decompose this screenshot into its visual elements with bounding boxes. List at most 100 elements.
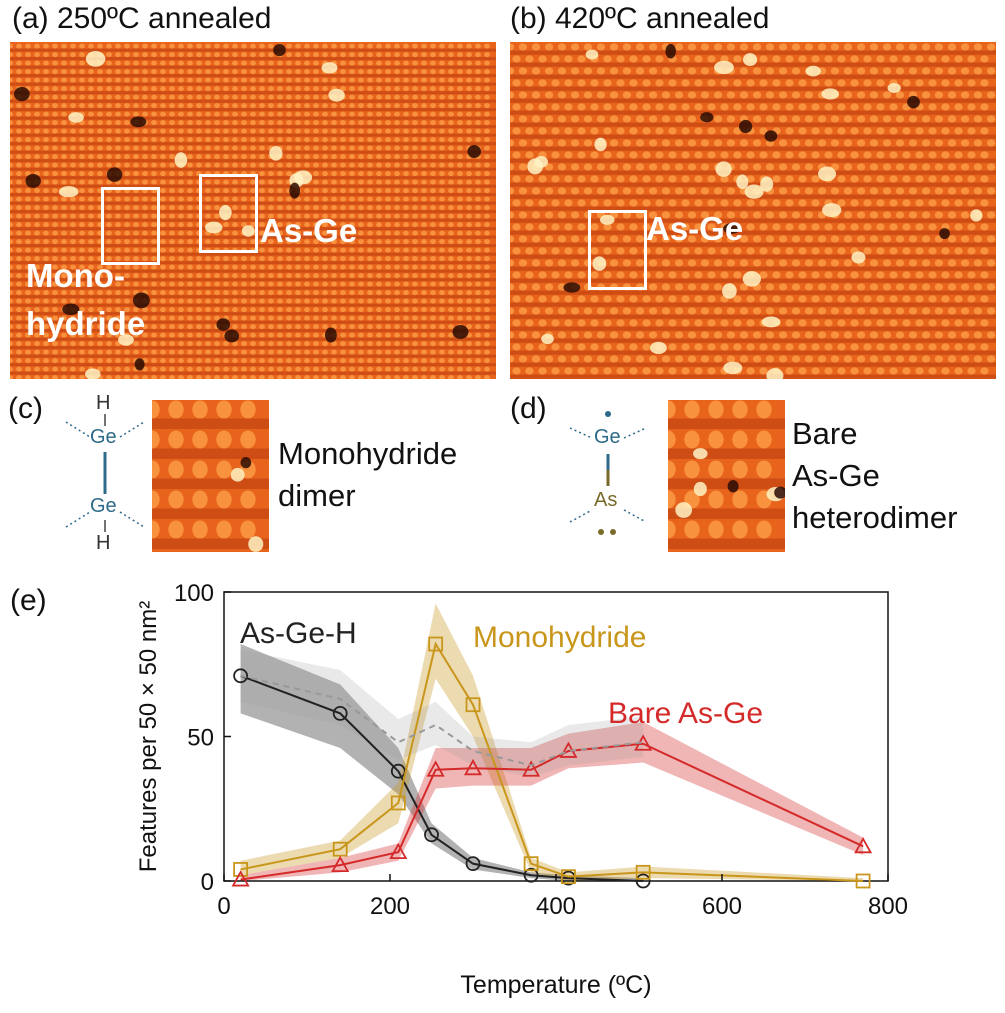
stm-atom	[349, 111, 355, 117]
stm-atom	[169, 94, 175, 100]
stm-atom	[124, 43, 130, 49]
stm-atom	[421, 222, 427, 228]
stm-atom	[889, 271, 898, 279]
stm-atom	[115, 196, 121, 202]
stm-atom	[772, 79, 781, 87]
stm-atom	[178, 179, 184, 185]
stm-atom	[876, 295, 885, 303]
stm-atom	[648, 283, 658, 291]
stm-atom	[151, 128, 157, 134]
stm-atom	[151, 358, 157, 364]
stm-bright-feature	[294, 170, 313, 185]
stm-atom	[196, 324, 202, 330]
y-tick-label: 50	[187, 725, 214, 752]
stm-atom	[178, 230, 184, 236]
stm-atom	[837, 319, 846, 327]
stm-atom	[133, 60, 139, 66]
stm-atom	[430, 205, 436, 211]
stm-atom	[168, 490, 184, 509]
stm-atom	[570, 211, 580, 219]
stm-atom	[223, 137, 229, 143]
stm-atom	[34, 366, 40, 372]
stm-atom	[661, 67, 671, 75]
stm-atom	[142, 332, 148, 338]
stm-atom	[61, 171, 67, 177]
stm-atom	[322, 171, 328, 177]
stm-atom	[196, 94, 202, 100]
stm-atom	[250, 256, 256, 262]
stm-atom	[577, 223, 586, 231]
stm-atom	[577, 367, 586, 375]
stm-atom	[394, 43, 400, 49]
stm-atom	[439, 162, 445, 168]
stm-atom	[259, 162, 265, 168]
x-axis-label: Temperature (ºC)	[460, 971, 651, 999]
stm-atom	[531, 115, 541, 123]
stm-atom	[124, 60, 130, 66]
stm-atom	[187, 315, 193, 321]
stm-atom	[214, 281, 220, 287]
stm-row-trough	[10, 320, 496, 324]
stm-atom	[564, 127, 573, 135]
stm-atom	[448, 196, 454, 202]
stm-atom	[25, 358, 31, 364]
stm-atom	[960, 235, 970, 243]
stm-atom	[629, 319, 638, 327]
stm-atom	[286, 86, 292, 92]
stm-atom	[403, 239, 409, 245]
monohydride-caption-line2: dimer	[278, 478, 356, 513]
stm-atom	[250, 77, 256, 83]
stm-atom	[439, 103, 445, 109]
stm-atom	[178, 52, 184, 58]
data-point-asgeh	[635, 873, 651, 889]
stm-atom	[583, 115, 593, 123]
stm-atom	[88, 341, 94, 347]
stm-atom	[16, 222, 22, 228]
stm-atom	[713, 187, 723, 195]
stm-atom	[544, 139, 554, 147]
bond-dashed	[569, 427, 593, 439]
stm-atom	[88, 120, 94, 126]
stm-atom	[403, 52, 409, 58]
stm-atom	[980, 55, 989, 63]
stm-atom	[250, 52, 256, 58]
stm-atom	[160, 281, 166, 287]
stm-atom	[241, 298, 247, 304]
stm-atom	[518, 67, 528, 75]
stm-atom	[268, 213, 274, 219]
stm-atom	[412, 205, 418, 211]
stm-atom	[475, 298, 481, 304]
stm-atom	[115, 52, 121, 58]
stm-atom	[376, 52, 382, 58]
stm-atom	[61, 358, 67, 364]
stm-atom	[367, 307, 373, 313]
stm-atom	[915, 151, 924, 159]
stm-atom	[564, 247, 573, 255]
stm-atom	[61, 256, 67, 262]
stm-atom	[439, 128, 445, 134]
stm-atom	[115, 86, 121, 92]
stm-atom	[765, 235, 775, 243]
stm-atom	[52, 179, 58, 185]
stm-atom	[732, 520, 748, 539]
stm-atom	[915, 319, 924, 327]
stm-atom	[635, 163, 645, 171]
stm-atom	[967, 151, 976, 159]
stm-atom	[830, 235, 840, 243]
stm-atom	[869, 139, 879, 147]
stm-atom	[277, 94, 283, 100]
stm-atom	[609, 115, 619, 123]
stm-atom	[295, 111, 301, 117]
stm-atom	[34, 341, 40, 347]
stm-atom	[756, 400, 772, 419]
stm-atom	[223, 264, 229, 270]
stm-atom	[259, 332, 265, 338]
stm-atom	[902, 271, 911, 279]
stm-atom	[798, 199, 807, 207]
stm-atom	[241, 307, 247, 313]
as-ge-highlight-box-b	[588, 210, 647, 290]
stm-atom	[241, 196, 247, 202]
stm-atom	[622, 355, 632, 363]
stm-atom	[151, 69, 157, 75]
stm-atom	[223, 281, 229, 287]
